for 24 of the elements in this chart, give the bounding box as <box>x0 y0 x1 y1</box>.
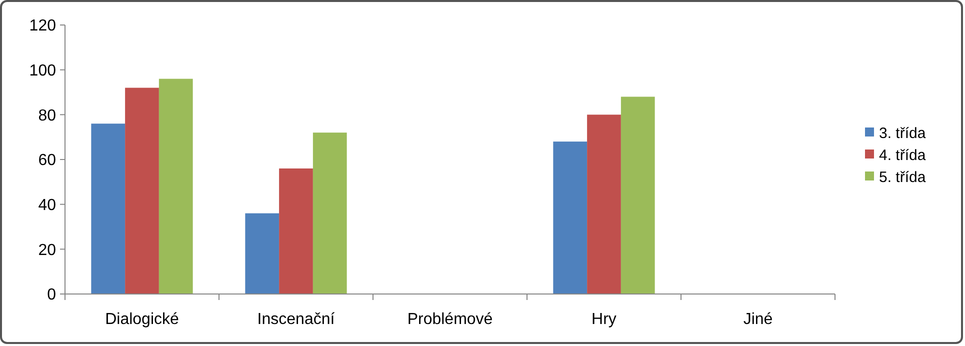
x-tick-label: Inscenační <box>257 311 336 328</box>
bar <box>587 114 621 294</box>
bar <box>620 96 655 294</box>
bar <box>245 213 280 294</box>
y-tick-label: 40 <box>38 196 56 214</box>
x-tick-label: Jiné <box>743 311 773 328</box>
bar <box>279 168 313 294</box>
x-tick-label: Problémové <box>407 311 493 328</box>
bar <box>125 88 159 294</box>
bar <box>553 142 588 294</box>
bar <box>158 78 193 294</box>
bar <box>312 132 347 294</box>
y-tick-label: 0 <box>47 286 56 304</box>
legend-label: 3. třída <box>879 124 926 142</box>
y-tick-label: 120 <box>29 18 56 35</box>
x-tick-label: Hry <box>592 311 616 328</box>
bar <box>91 124 126 294</box>
x-tick-label: Dialogické <box>105 311 180 328</box>
legend-label: 4. třída <box>879 146 926 164</box>
y-tick-label: 60 <box>38 152 56 170</box>
legend-label: 5. třída <box>879 168 926 186</box>
y-tick-label: 80 <box>38 107 56 124</box>
y-tick-label: 20 <box>38 242 56 259</box>
y-tick-label: 100 <box>29 62 56 80</box>
